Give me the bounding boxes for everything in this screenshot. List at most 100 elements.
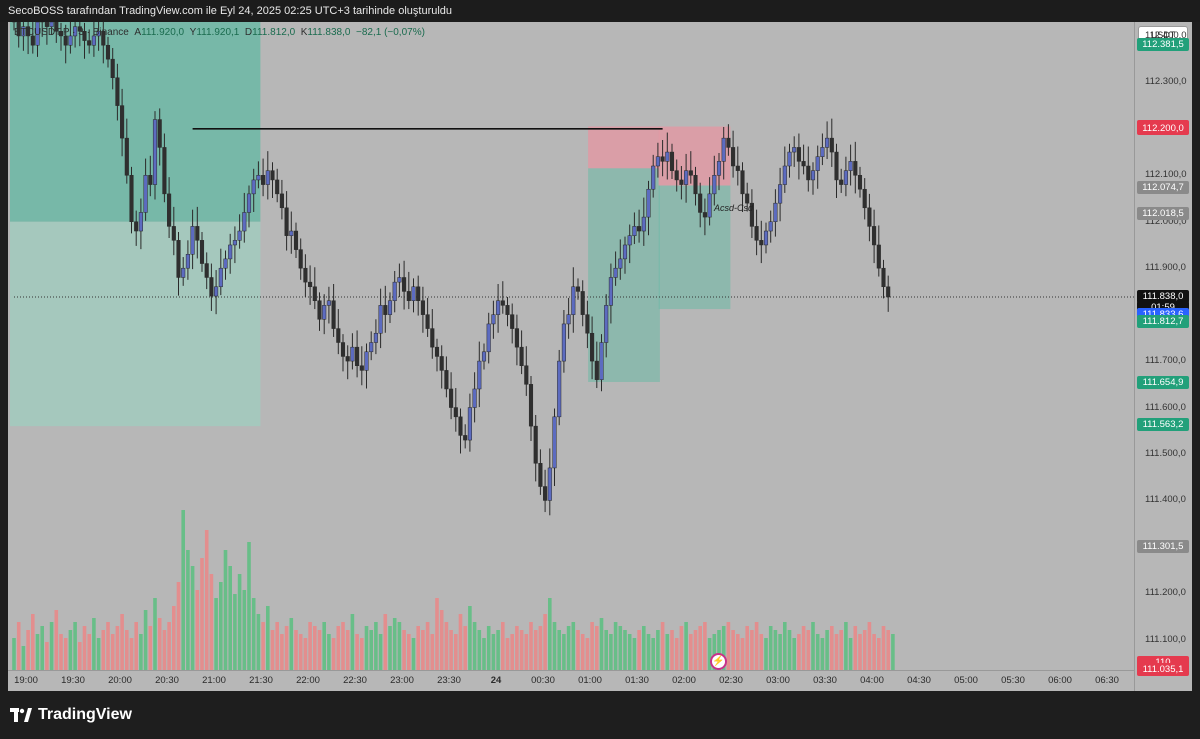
price-tick-label: 111.100,0 — [1145, 633, 1186, 645]
candle-body — [444, 370, 449, 390]
volume-bar — [792, 638, 796, 670]
candle-body — [91, 35, 96, 46]
symbol-legend: BTCUSDT.P · 3 · Binance A111.920,0 Y111.… — [14, 27, 425, 38]
volume-bar — [280, 634, 284, 670]
candle-body — [68, 35, 73, 46]
time-axis[interactable] — [8, 670, 1134, 691]
candle-body — [411, 286, 416, 301]
volume-bar — [642, 626, 646, 670]
volume-bar — [73, 622, 77, 670]
volume-bar — [825, 630, 829, 670]
volume-bar — [787, 630, 792, 670]
candle-body — [463, 435, 468, 441]
candle-body — [369, 342, 374, 353]
candle-body — [547, 467, 552, 501]
candle-body — [58, 31, 64, 37]
volume-bar — [867, 622, 872, 670]
candle-body — [862, 188, 867, 209]
candle-body — [355, 346, 360, 366]
tradingview-logo[interactable]: TradingView — [10, 706, 132, 724]
candle-body — [373, 332, 378, 343]
volume-bar — [877, 638, 881, 670]
candle-body — [270, 170, 275, 181]
volume-bar — [562, 634, 566, 670]
candle-body — [731, 147, 736, 167]
volume-bar — [416, 626, 420, 670]
candle-body — [561, 323, 566, 362]
volume-bar — [891, 634, 895, 670]
volume-bar — [764, 638, 768, 670]
candle-body — [171, 226, 176, 241]
candle-body — [872, 226, 877, 246]
volume-bar — [49, 622, 54, 670]
candle-body — [176, 240, 181, 278]
volume-bar — [12, 638, 16, 670]
volume-bar — [228, 566, 232, 670]
volume-bar — [143, 610, 148, 670]
candle-body — [293, 230, 299, 250]
candle-body — [402, 277, 407, 292]
candle-body — [251, 179, 256, 195]
price-chart[interactable] — [8, 22, 1134, 670]
volume-bar — [660, 622, 665, 670]
candle-body — [312, 286, 317, 301]
volume-bar — [811, 622, 815, 670]
volume-bar — [21, 646, 26, 670]
candle-body — [524, 365, 529, 385]
volume-bar — [637, 630, 641, 670]
annotation-label[interactable]: Acsd-Csd — [714, 203, 754, 213]
volume-bar — [261, 622, 265, 670]
candle-body — [768, 221, 773, 232]
volume-bar — [623, 630, 627, 670]
price-tick-label: 111.900,0 — [1145, 262, 1186, 274]
candle-body — [514, 328, 519, 348]
volume-bar — [298, 634, 303, 670]
symbol-name[interactable]: BTCUSDT.P · 3 · Binance — [14, 27, 129, 38]
candle-body — [740, 170, 745, 195]
volume-bar — [510, 634, 514, 670]
candle-body — [881, 267, 886, 288]
volume-bar — [839, 630, 843, 670]
volume-bar — [31, 614, 35, 670]
candle-body — [646, 188, 651, 218]
volume-bar — [543, 614, 547, 670]
price-tick-label: 112.100,0 — [1145, 169, 1187, 181]
time-tick-label: 02:30 — [719, 675, 743, 686]
candle-body — [702, 212, 707, 218]
candle-body — [778, 184, 783, 204]
volume-bar — [360, 638, 364, 670]
candle-body — [138, 212, 143, 232]
candle-body — [331, 300, 336, 329]
candle-body — [378, 305, 383, 334]
volume-bar — [505, 638, 510, 670]
volume-bar — [374, 622, 378, 670]
candle-body — [246, 193, 252, 213]
volume-bar — [110, 634, 115, 670]
volume-bar — [303, 638, 308, 670]
volume-bar — [515, 626, 519, 670]
candle-body — [622, 244, 628, 260]
bolt-icon[interactable]: ⚡ — [710, 653, 727, 670]
candle-body — [721, 137, 726, 162]
price-tag: 112.074,7 — [1137, 180, 1189, 194]
candle-body — [195, 226, 200, 241]
candle-body — [35, 22, 40, 46]
volume-bar — [815, 634, 820, 670]
candle-body — [496, 300, 501, 315]
volume-bar — [872, 634, 876, 670]
candle-body — [218, 267, 223, 288]
volume-bar — [548, 598, 552, 670]
candle-body — [796, 147, 801, 162]
volume-bar — [383, 614, 388, 670]
volume-bar — [566, 626, 571, 670]
time-tick-label: 02:00 — [672, 675, 696, 686]
candle-body — [594, 360, 599, 380]
candle-body — [477, 360, 482, 390]
candle-body — [439, 356, 444, 371]
candle-body — [674, 170, 679, 181]
volume-bar — [59, 634, 63, 670]
short-stop-zone — [588, 126, 660, 169]
candle-body — [152, 119, 158, 185]
volume-bar — [533, 630, 538, 670]
candle-body — [359, 365, 364, 371]
